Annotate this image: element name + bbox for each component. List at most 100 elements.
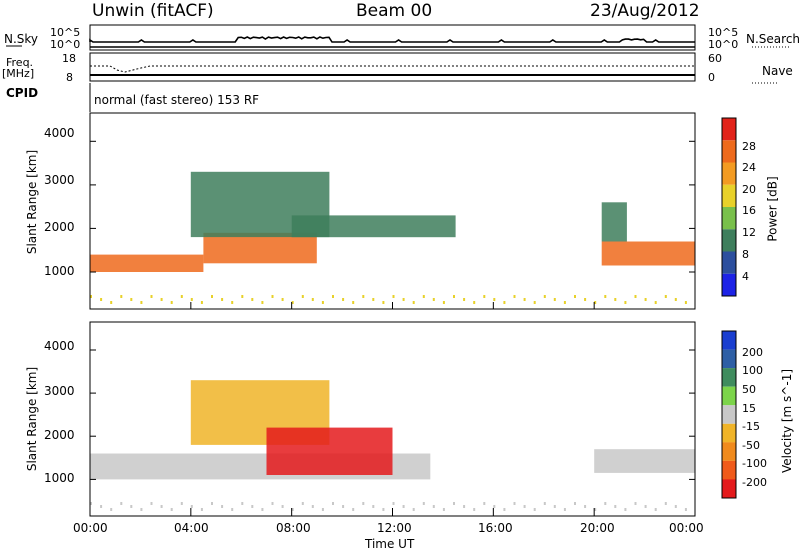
speckle-52 [614,298,617,301]
nave-tick-top: 60 [708,52,722,65]
velocity-ytick-4000: 4000 [44,339,75,353]
speckle-10 [190,298,193,301]
radar-title: Unwin (fitACF) [92,1,214,21]
speckle-27 [362,502,365,505]
echo-region-4 [601,241,695,266]
speckle-51 [604,295,607,298]
speckle-12 [211,502,213,505]
speckle-8 [170,508,173,511]
power-cbar-tick-28: 28 [742,140,756,153]
speckle-47 [563,508,566,511]
speckle-55 [644,505,647,508]
velocity-ytick-1000: 1000 [44,471,75,485]
power-cbar-tick-4: 4 [742,270,749,283]
speckle-53 [624,301,627,304]
speckle-36 [453,502,455,505]
speckle-17 [261,508,264,511]
speckle-28 [372,505,375,508]
speckle-23 [321,508,324,511]
power-ytick-2000: 2000 [44,220,75,234]
nsearch-tick-top: 10^5 [708,26,739,39]
power-cbar-tick-16: 16 [742,204,756,217]
speckle-3 [120,295,123,298]
speckle-59 [684,508,687,511]
speckle-10 [190,505,193,508]
velocity-colorbar-swatch-8 [722,479,736,498]
speckle-21 [301,502,304,505]
power-colorbar-swatch-5 [722,229,736,252]
speckle-31 [402,298,405,301]
echo-region-2 [266,427,393,475]
speckle-44 [533,301,536,304]
velocity-ytick-2000: 2000 [44,428,75,442]
speckle-43 [523,505,526,508]
echo-region-3 [594,449,695,473]
speckle-45 [543,295,546,298]
power-colorbar-swatch-2 [722,162,736,185]
velocity-panel [90,380,695,511]
speckle-13 [221,505,224,508]
speckle-6 [150,295,153,298]
vel-cbar-tick-200: 200 [742,346,763,359]
speckle-52 [614,505,617,508]
velocity-colorbar-swatch-3 [722,386,736,406]
nsearch-label: N.Search [746,32,800,46]
speckle-4 [130,298,133,301]
speckle-11 [200,301,203,304]
speckle-21 [301,295,304,298]
speckle-23 [321,301,324,304]
xtick-5: 20:00 [580,521,615,535]
power-colorbar-frame [721,117,737,297]
nave-trace [90,65,695,73]
velocity-colorbar-swatch-1 [722,349,736,369]
speckle-45 [543,502,546,505]
speckle-16 [251,298,254,301]
speckle-42 [513,295,516,298]
speckle-9 [180,295,183,298]
speckle-33 [422,502,425,505]
speckle-13 [221,298,224,301]
beam-title: Beam 00 [356,1,433,21]
speckle-27 [362,295,365,298]
speckle-40 [493,298,496,301]
speckle-6 [150,502,153,505]
power-cbar-tick-12: 12 [742,226,756,239]
speckle-57 [664,502,667,505]
speckle-29 [382,301,385,304]
speckle-29 [382,508,385,511]
speckle-39 [483,502,486,505]
power-panel [90,171,695,304]
speckle-32 [412,508,415,511]
speckle-56 [654,301,657,304]
vel-cbar-tick-neg15: -15 [742,420,760,433]
vel-cbar-tick-neg200: -200 [742,476,767,489]
velocity-colorbar-frame [721,330,737,499]
speckle-0 [90,295,92,298]
speckle-37 [463,505,466,508]
speckle-8 [170,301,173,304]
power-colorbar-swatch-1 [722,140,736,163]
speckle-55 [644,298,647,301]
speckle-41 [503,508,506,511]
power-cbar-tick-20: 20 [742,183,756,196]
power-ytick-4000: 4000 [44,126,75,140]
speckle-2 [110,508,113,511]
speckle-30 [392,502,395,505]
speckle-25 [342,298,345,301]
speckle-17 [261,301,264,304]
top-panel [6,36,790,84]
speckle-57 [664,295,667,298]
vel-cbar-tick-15: 15 [742,402,756,415]
nsky-trace [89,36,695,43]
velocity-colorbar-swatch-6 [722,442,736,461]
velocity-colorbar-swatch-0 [722,331,736,350]
speckle-40 [493,505,496,508]
speckle-24 [332,295,334,298]
speckle-38 [473,508,476,511]
speckle-11 [200,508,203,511]
panel-frame-1 [89,321,696,517]
speckle-56 [654,508,657,511]
velocity-colorbar-swatch-2 [722,368,736,387]
speckle-1 [100,298,103,301]
speckle-28 [372,298,375,301]
